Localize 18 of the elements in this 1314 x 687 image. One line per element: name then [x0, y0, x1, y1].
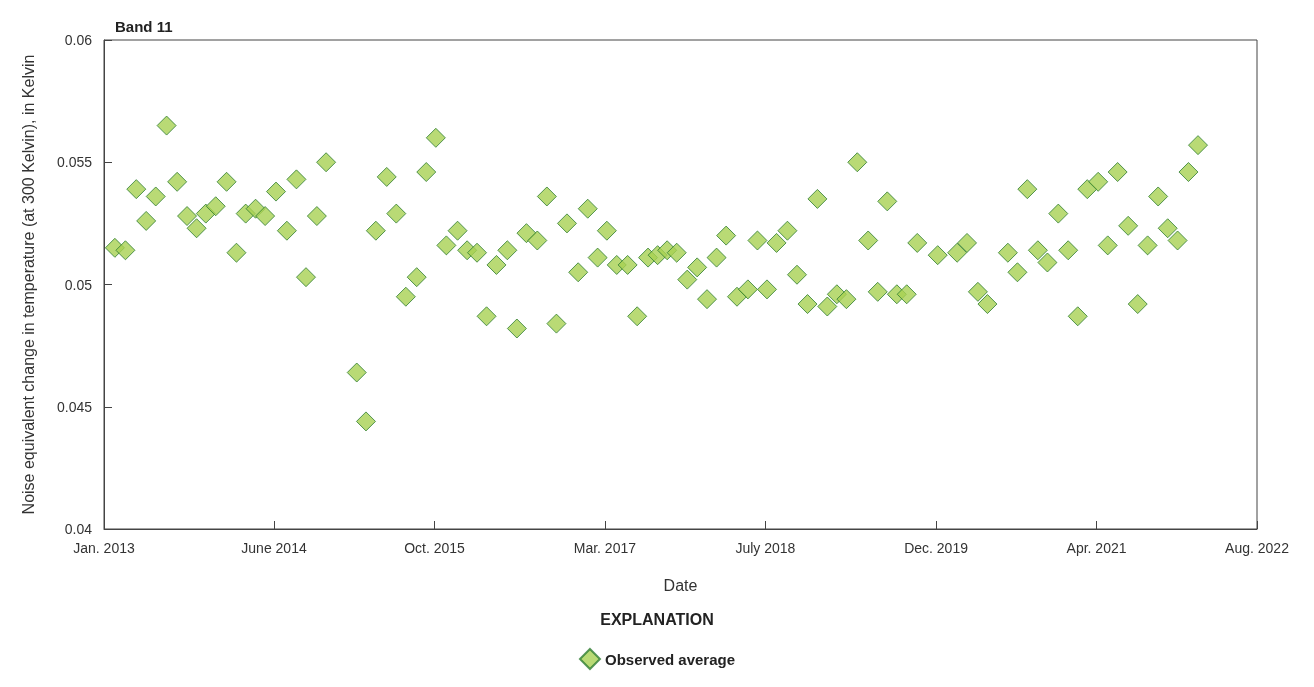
y-tick-label: 0.06	[64, 32, 93, 48]
y-tick-label: 0.05	[64, 276, 93, 293]
y-axis-title: Noise equivalent change in temperature (at 300 Kelvin), in Kelvin	[19, 54, 37, 515]
x-tick-label: Apr. 2021	[1066, 540, 1127, 556]
y-tick-label: 0.045	[56, 398, 93, 415]
legend-label: Observed average	[604, 650, 736, 668]
y-tick-label: 0.055	[56, 154, 93, 171]
x-tick-label: July 2018	[735, 540, 796, 556]
x-axis-title: Date	[663, 576, 698, 594]
x-tick-label: Mar. 2017	[573, 540, 637, 556]
x-tick-label: June 2014	[241, 540, 307, 556]
x-tick-label: Aug. 2022	[1225, 540, 1290, 556]
x-tick-label: Jan. 2013	[73, 540, 135, 556]
x-tick-label: Dec. 2019	[904, 540, 969, 556]
legend-title: EXPLANATION	[600, 610, 714, 628]
chart-title: Band 11	[115, 18, 173, 35]
x-tick-label: Oct. 2015	[404, 540, 466, 556]
y-tick-label: 0.04	[64, 521, 93, 537]
